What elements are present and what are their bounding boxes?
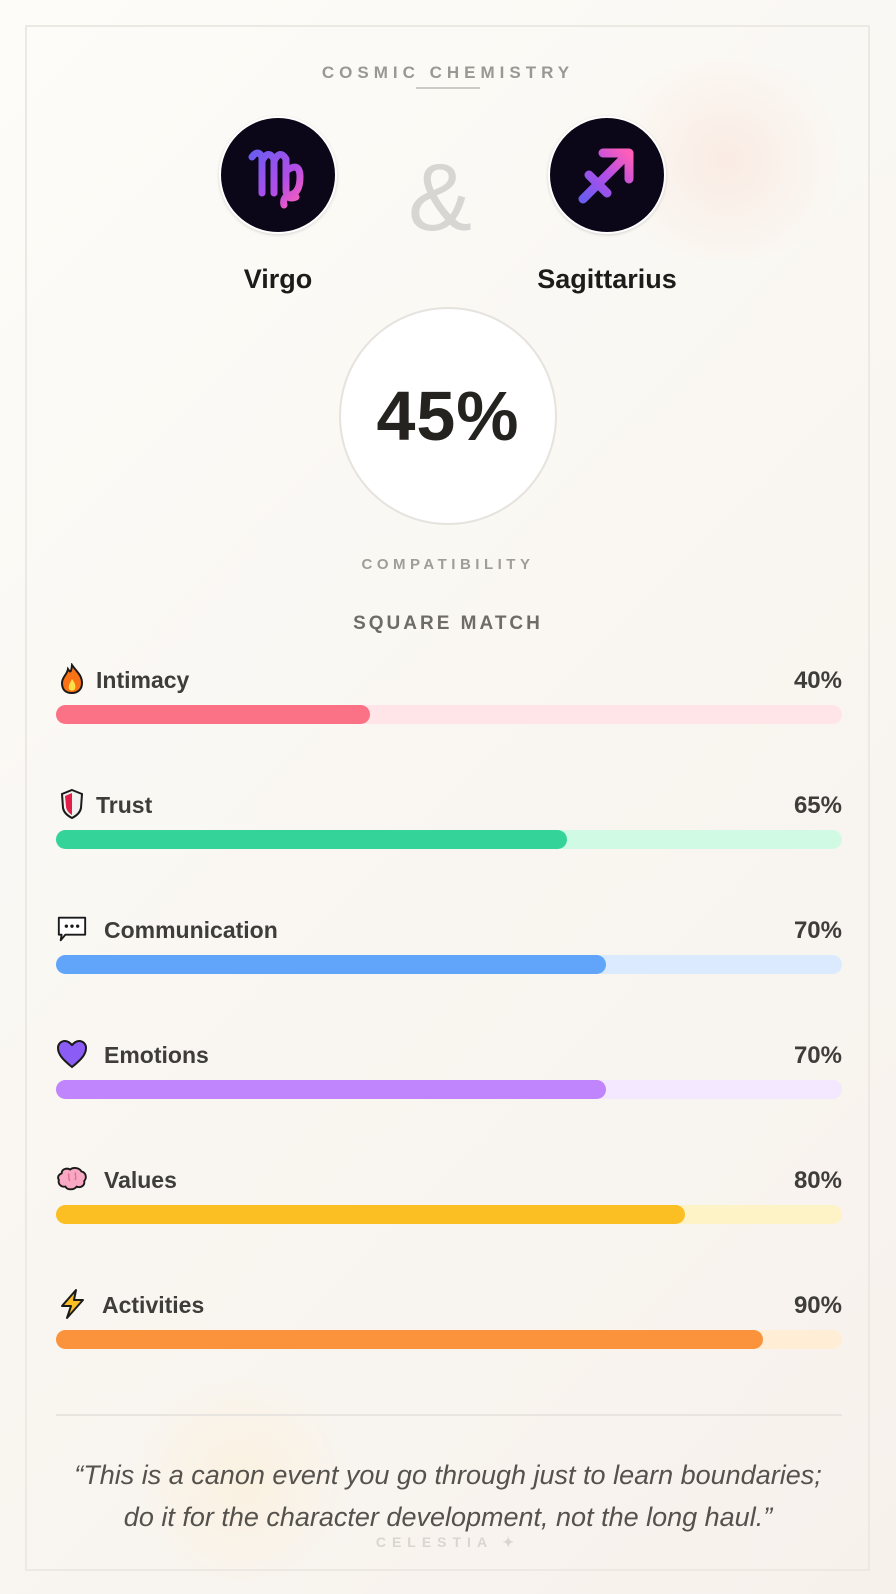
metric-percent: 65%	[793, 792, 842, 819]
compatibility-card	[25, 25, 870, 1571]
quote-line-1: “This is a canon event you go through ju…	[74, 1460, 822, 1490]
quote-line-2: do it for the character development, not…	[123, 1502, 773, 1532]
sign-virgo: Virgo	[218, 116, 338, 294]
eyebrow-title: COSMIC CHEMISTRY	[321, 63, 575, 82]
metric-row-trust: Trust 65%	[56, 788, 842, 858]
shield-icon	[56, 788, 88, 820]
progress-track	[56, 1205, 842, 1224]
sign-name-right: Sagittarius	[537, 264, 677, 294]
metric-percent: 90%	[793, 1292, 842, 1319]
metric-label: Activities	[102, 1292, 205, 1318]
ampersand: &	[407, 144, 473, 251]
lightning-icon	[56, 1288, 88, 1320]
compatibility-score: 45%	[376, 377, 520, 455]
metric-row-activities: Activities 90%	[56, 1288, 842, 1358]
quote: “This is a canon event you go through ju…	[50, 1454, 846, 1538]
metric-label: Intimacy	[96, 667, 190, 693]
sign-name-left: Virgo	[243, 264, 313, 294]
metric-percent: 40%	[793, 667, 842, 694]
progress-track	[56, 705, 842, 724]
progress-fill	[56, 830, 567, 849]
metric-percent: 80%	[793, 1167, 842, 1194]
metric-label: Trust	[96, 792, 153, 818]
metric-row-values: Values 80%	[56, 1163, 842, 1233]
progress-track	[56, 955, 842, 974]
progress-track	[56, 1330, 842, 1349]
brain-icon	[56, 1163, 88, 1195]
metric-row-emotions: Emotions 70%	[56, 1038, 842, 1108]
background-glow	[120, 1380, 360, 1580]
score-circle: 45%	[339, 307, 557, 525]
progress-track	[56, 830, 842, 849]
brand-footer: CELESTIA ✦	[375, 1534, 521, 1550]
eyebrow-underline	[416, 87, 480, 89]
metric-label: Emotions	[104, 1042, 209, 1068]
metric-label: Communication	[104, 917, 278, 943]
metric-label: Values	[104, 1167, 177, 1193]
speech-bubble-icon	[56, 913, 88, 945]
heart-icon	[56, 1038, 88, 1070]
progress-fill	[56, 955, 607, 974]
progress-fill	[56, 1080, 607, 1099]
match-type-label: SQUARE MATCH	[353, 613, 543, 634]
virgo-icon	[219, 116, 337, 234]
sign-sagittarius: Sagittarius	[537, 116, 677, 294]
divider	[56, 1414, 842, 1416]
metric-row-communication: Communication 70%	[56, 913, 842, 983]
metric-percent: 70%	[793, 917, 842, 944]
metric-row-intimacy: Intimacy 40%	[56, 663, 842, 733]
compatibility-label: COMPATIBILITY	[361, 556, 535, 573]
metric-percent: 70%	[793, 1042, 842, 1069]
sagittarius-icon	[548, 116, 666, 234]
progress-track	[56, 1080, 842, 1099]
progress-fill	[56, 1205, 685, 1224]
progress-fill	[56, 705, 371, 724]
progress-fill	[56, 1330, 764, 1349]
fire-icon	[56, 663, 88, 695]
